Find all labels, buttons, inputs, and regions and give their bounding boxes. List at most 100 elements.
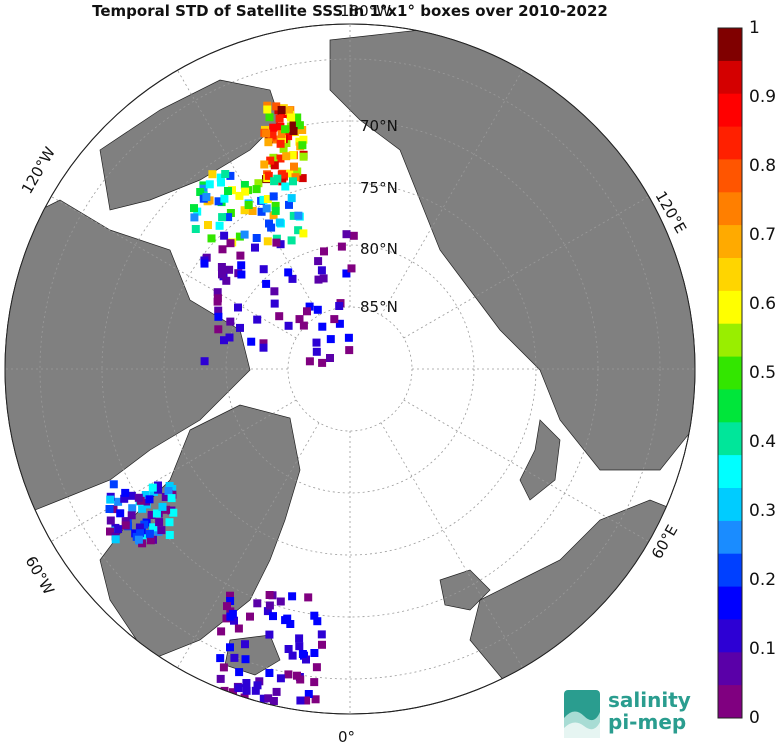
std-cell xyxy=(272,102,281,111)
std-cell xyxy=(272,687,281,696)
std-cell xyxy=(282,152,291,161)
std-cell xyxy=(106,516,115,525)
std-cell xyxy=(294,226,303,235)
std-cell xyxy=(235,191,244,200)
colorbar-tick-label: 0.8 xyxy=(749,156,777,176)
std-cell xyxy=(294,211,303,220)
std-cell xyxy=(269,697,278,705)
std-cell xyxy=(157,526,166,535)
std-cell xyxy=(265,669,274,677)
colorbar-swatch xyxy=(718,60,742,95)
std-cell xyxy=(318,640,326,649)
std-cell xyxy=(226,317,235,326)
colorbar-frame xyxy=(717,27,743,719)
std-cell xyxy=(253,315,262,324)
std-cell xyxy=(214,312,223,321)
std-cell xyxy=(114,525,123,534)
std-cell xyxy=(319,274,328,283)
colorbar-swatch xyxy=(718,159,742,193)
std-cell xyxy=(264,171,273,180)
std-cell xyxy=(299,321,308,330)
std-cell xyxy=(234,303,242,312)
std-cell xyxy=(147,511,156,519)
std-cell xyxy=(277,130,286,139)
std-cell xyxy=(347,264,356,273)
std-cell xyxy=(284,321,293,330)
std-cell xyxy=(116,509,125,518)
std-cell xyxy=(335,302,344,310)
std-cell xyxy=(216,674,225,683)
std-cell xyxy=(304,690,313,698)
std-cell xyxy=(136,529,145,538)
std-cell xyxy=(275,312,284,321)
std-cell xyxy=(289,127,298,135)
std-cell xyxy=(271,206,280,215)
colorbar-swatch xyxy=(718,258,742,292)
std-cell xyxy=(109,480,118,489)
std-cell xyxy=(106,527,114,536)
colorbar-swatch xyxy=(718,225,742,259)
meridian-line xyxy=(51,196,297,339)
std-cell xyxy=(222,276,231,285)
std-cell xyxy=(276,139,285,148)
std-cell xyxy=(149,523,158,532)
std-cell xyxy=(127,491,136,500)
std-cell xyxy=(191,225,200,233)
std-cell xyxy=(345,346,354,355)
std-cell xyxy=(237,261,246,270)
std-cell xyxy=(286,620,295,628)
std-cell xyxy=(215,221,224,230)
meridian-line xyxy=(51,399,297,542)
std-cell xyxy=(337,242,346,251)
std-cell xyxy=(288,651,297,660)
std-cell xyxy=(240,181,249,189)
std-cell xyxy=(216,654,225,663)
std-cell xyxy=(314,257,323,266)
std-cell xyxy=(288,592,297,601)
std-cell xyxy=(111,535,120,544)
std-cell xyxy=(252,185,261,194)
meridian-line xyxy=(403,399,649,542)
std-cell xyxy=(236,323,244,332)
std-cell xyxy=(265,630,274,639)
std-cell xyxy=(237,270,246,279)
std-cell xyxy=(226,643,234,652)
std-cell xyxy=(138,504,147,513)
std-cell xyxy=(269,123,278,132)
longitude-label: 0° xyxy=(338,728,355,746)
std-cell xyxy=(265,219,273,228)
std-cell xyxy=(152,509,161,518)
std-cell xyxy=(265,113,274,122)
std-cell xyxy=(263,105,272,114)
std-cell xyxy=(298,174,307,183)
std-cell xyxy=(335,319,344,328)
std-cell xyxy=(257,207,266,216)
std-cell xyxy=(158,502,167,511)
std-cell xyxy=(216,173,225,182)
std-cell xyxy=(247,337,256,346)
sss-std-cells xyxy=(105,101,358,705)
std-cell xyxy=(114,497,123,506)
std-cell xyxy=(317,630,326,639)
std-cell xyxy=(293,167,302,176)
std-cell xyxy=(296,696,305,705)
std-cell xyxy=(246,612,254,621)
colorbar-swatch xyxy=(718,586,742,620)
latitude-label: 80°N xyxy=(360,240,398,258)
std-cell xyxy=(241,655,250,664)
std-cell xyxy=(299,152,308,161)
std-cell xyxy=(320,247,328,256)
std-cell xyxy=(291,173,300,182)
std-cell xyxy=(349,231,358,240)
std-cell xyxy=(264,694,273,703)
std-cell xyxy=(287,113,296,122)
std-cell xyxy=(259,265,268,274)
std-cell xyxy=(286,169,295,178)
std-cell xyxy=(167,494,176,503)
latitude-circle xyxy=(39,58,661,680)
std-cell xyxy=(288,151,297,160)
std-cell xyxy=(270,299,279,308)
std-cell xyxy=(253,599,262,608)
std-cell xyxy=(312,347,321,356)
